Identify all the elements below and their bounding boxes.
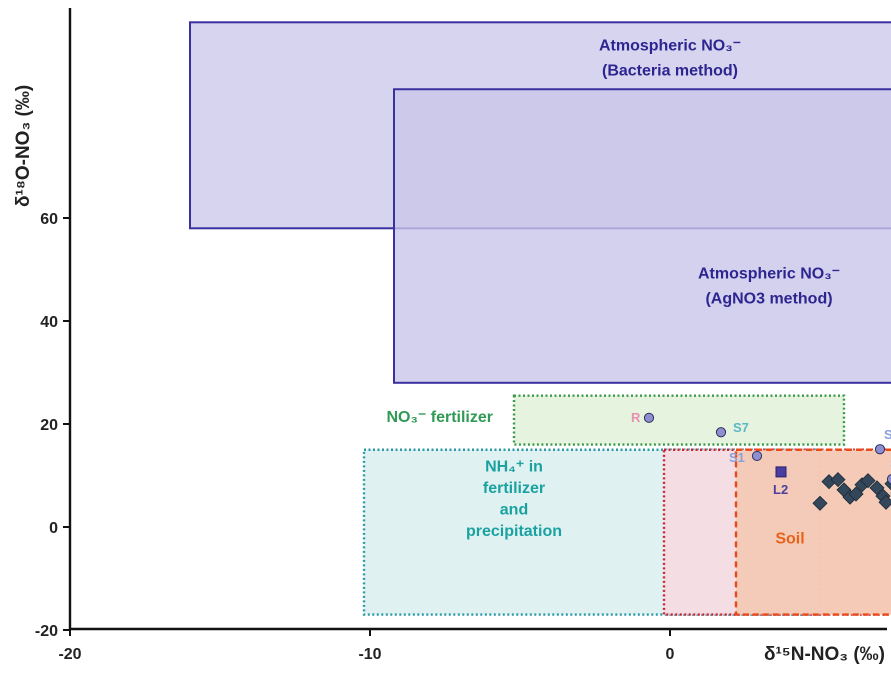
data-points [643,412,891,511]
source-box [512,394,846,446]
diamond-point [812,495,828,511]
source-box-label: NH₄⁺ in fertilizer and precipitation [466,458,562,540]
x-tick-label: -10 [358,646,381,663]
source-box [393,88,891,384]
circle-point [886,474,891,485]
diamond-point [860,473,876,489]
point-label: S7 [733,420,749,435]
point-label: S1 [729,450,745,465]
x-tick-label: -20 [58,646,81,663]
source-box-label: NO₃⁻ fertilizer [386,409,493,426]
point-label: L2 [773,482,788,497]
x-tick-label: 0 [666,646,675,663]
y-tick-label: 20 [40,417,58,434]
y-tick-label: 0 [49,520,58,537]
point-label: R [631,410,641,425]
source-box-label: Atmospheric NO₃⁻ (AgNO3 method) [698,265,840,307]
circle-point [874,444,886,455]
point-label: S5 [884,427,891,442]
circle-point [643,412,655,423]
y-tick-label: 60 [40,211,58,228]
diamond-point [848,486,864,502]
source-boxes [189,21,891,616]
y-tick-label: -20 [35,623,58,640]
y-axis-title: δ¹⁸O-NO₃ (‰) [13,85,34,207]
source-box-label: Soil [775,530,804,547]
square-point [775,466,787,478]
circle-point [715,427,727,438]
source-box-label: Atmospheric NO₃⁻ (Bacteria method) [599,38,741,80]
circle-point [751,450,763,462]
point-labels: RS7S1S5S2S3S8S6S4L2 [631,410,891,497]
x-axis-title: δ¹⁵N-NO₃ (‰) [764,644,885,665]
diamond-point [830,472,846,488]
y-tick-label: 40 [40,314,58,331]
source-box-labels: Atmospheric NO₃⁻ (Bacteria method) Atmosph… [386,38,840,548]
